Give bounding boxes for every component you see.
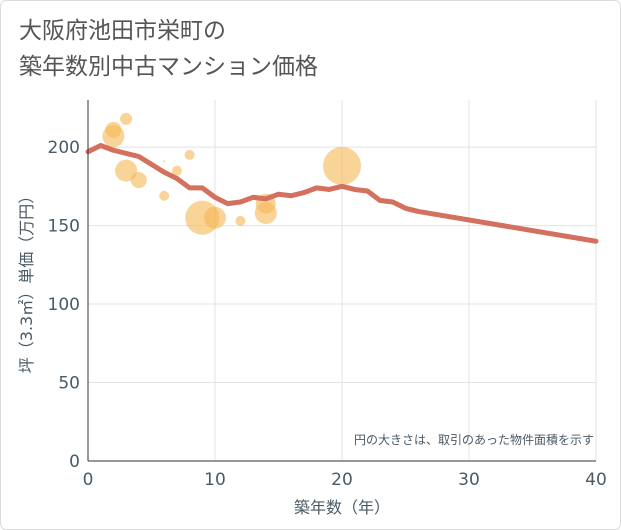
grid-lines <box>88 100 597 461</box>
bubble-point <box>204 206 226 229</box>
y-tick-label: 100 <box>48 295 80 315</box>
y-tick-label: 50 <box>58 374 80 394</box>
chart-title-line-1: 大阪府池田市栄町の <box>19 18 226 44</box>
trend-line <box>85 143 599 244</box>
x-tick-label: 30 <box>458 470 480 490</box>
bubble-point <box>163 160 166 163</box>
bubble-point <box>130 172 147 189</box>
x-axis-title: 築年数（年） <box>294 498 390 517</box>
bubble-point <box>184 149 195 160</box>
chart-title: 大阪府池田市栄町の 築年数別中古マンション価格 <box>19 13 318 85</box>
bubble-point <box>120 112 133 125</box>
bubble-point <box>254 202 277 225</box>
x-tick-label: 40 <box>585 470 607 490</box>
tick-labels: 0 10 20 30 40 0 50 100 150 200 <box>48 138 607 490</box>
x-tick-label: 20 <box>331 470 353 490</box>
y-tick-label: 200 <box>48 138 80 158</box>
bubble-point <box>102 125 125 148</box>
y-tick-label: 150 <box>48 217 80 237</box>
y-tick-label: 0 <box>69 452 80 472</box>
trend-series <box>85 143 599 244</box>
bubble-point <box>159 190 170 201</box>
bubble-series <box>102 112 361 235</box>
bubble-point <box>115 159 138 182</box>
bubble-point <box>323 146 361 185</box>
x-tick-label: 0 <box>83 470 94 490</box>
y-axis-title: 坪（3.3㎡）単価（万円） <box>17 188 36 373</box>
bubble-point <box>171 165 182 176</box>
bubble-size-note: 円の大きさは、取引のあった物件面積を示す <box>354 432 594 447</box>
bubble-point <box>235 215 246 226</box>
axes <box>87 100 596 462</box>
x-tick-label: 10 <box>204 470 226 490</box>
chart-title-line-2: 築年数別中古マンション価格 <box>19 54 318 80</box>
